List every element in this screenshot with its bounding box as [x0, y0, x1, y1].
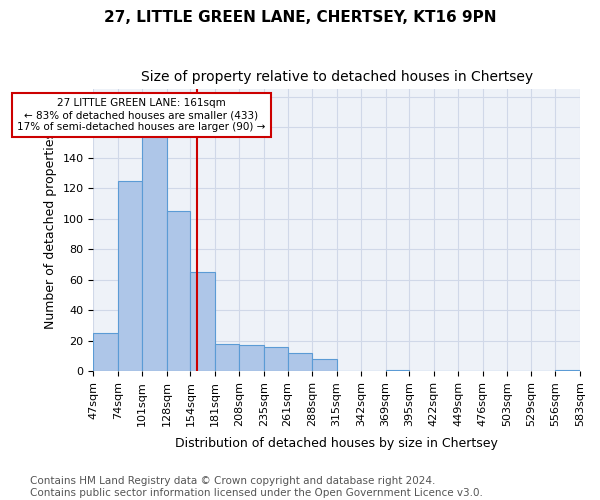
Bar [386, 370, 409, 371]
Bar [264, 346, 287, 371]
Text: 27, LITTLE GREEN LANE, CHERTSEY, KT16 9PN: 27, LITTLE GREEN LANE, CHERTSEY, KT16 9P… [104, 10, 496, 25]
X-axis label: Distribution of detached houses by size in Chertsey: Distribution of detached houses by size … [175, 437, 498, 450]
Bar [142, 135, 167, 371]
Text: Contains HM Land Registry data © Crown copyright and database right 2024.
Contai: Contains HM Land Registry data © Crown c… [30, 476, 483, 498]
Bar [312, 359, 337, 371]
Bar [190, 272, 215, 371]
Bar [287, 353, 312, 371]
Bar [93, 333, 118, 371]
Y-axis label: Number of detached properties: Number of detached properties [44, 132, 57, 328]
Bar [118, 180, 142, 371]
Bar [215, 344, 239, 371]
Bar [239, 345, 264, 371]
Title: Size of property relative to detached houses in Chertsey: Size of property relative to detached ho… [140, 70, 533, 84]
Bar [556, 370, 580, 371]
Bar [167, 211, 190, 371]
Text: 27 LITTLE GREEN LANE: 161sqm
← 83% of detached houses are smaller (433)
17% of s: 27 LITTLE GREEN LANE: 161sqm ← 83% of de… [17, 98, 266, 132]
